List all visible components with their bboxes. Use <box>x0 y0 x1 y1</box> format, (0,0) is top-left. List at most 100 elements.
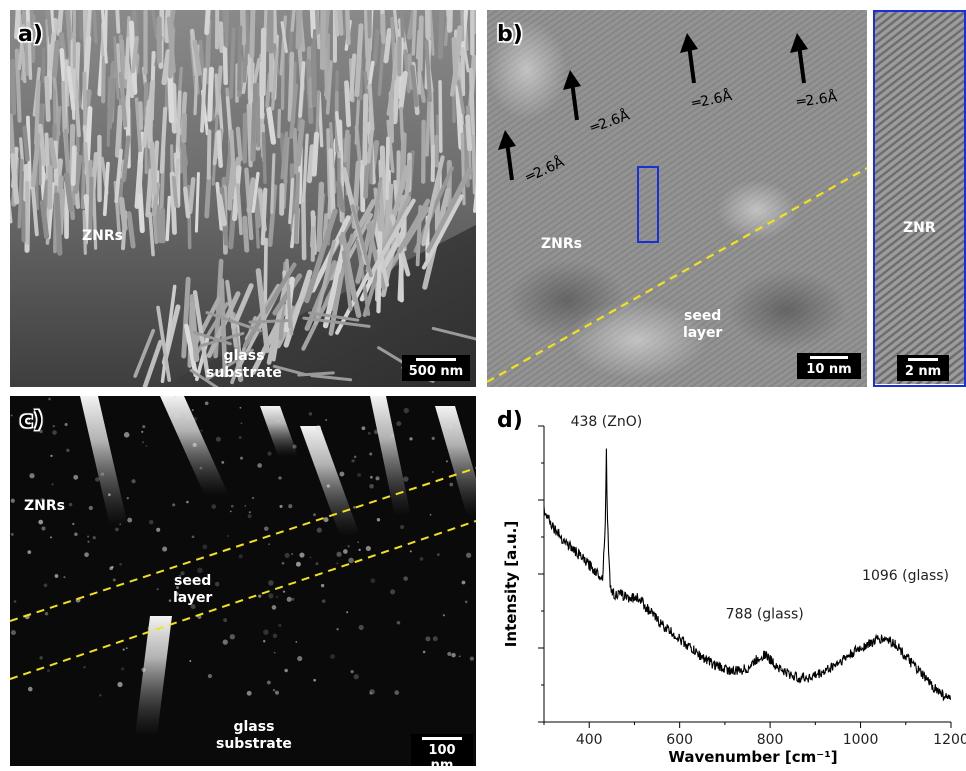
nanorod <box>406 10 417 40</box>
nanorod <box>30 177 39 237</box>
nanorod <box>171 175 179 208</box>
x-tick-label: 1200 <box>933 732 966 748</box>
speck <box>251 496 255 500</box>
nanorod-streak <box>135 616 172 736</box>
znr-label: ZNRs <box>82 228 123 244</box>
nanorod <box>106 77 117 130</box>
hrtem-image <box>487 10 867 387</box>
speck <box>370 578 376 584</box>
speck <box>52 424 55 428</box>
nanorod <box>280 21 288 54</box>
nanorod <box>166 16 176 74</box>
nanorod <box>70 145 77 186</box>
speck <box>156 527 161 532</box>
znr-inset-label: ZNR <box>903 220 936 236</box>
speck <box>168 599 172 602</box>
speck <box>112 578 116 582</box>
nanorod <box>149 141 158 196</box>
speck <box>272 688 276 692</box>
speck <box>403 407 409 414</box>
speck <box>44 612 49 616</box>
speck <box>262 640 266 643</box>
speck <box>445 460 448 463</box>
nanorod <box>376 231 383 314</box>
speck <box>321 599 326 603</box>
znr-label: ZNRs <box>541 236 582 252</box>
speck <box>156 588 159 591</box>
speck <box>247 514 252 519</box>
inset-region-marker <box>637 166 659 243</box>
speck <box>469 656 475 661</box>
nanorod <box>181 276 191 359</box>
nanorod <box>51 40 60 78</box>
nanorod <box>460 10 469 57</box>
nanorod-streak <box>370 396 411 516</box>
nanorod <box>10 196 13 224</box>
speck <box>292 444 297 449</box>
speck <box>83 665 86 669</box>
speck <box>121 667 125 671</box>
speck <box>403 576 408 581</box>
speck <box>394 690 400 695</box>
nanorod <box>421 194 464 270</box>
speck <box>271 605 277 610</box>
speck <box>117 681 123 688</box>
speck <box>29 473 35 479</box>
speck <box>87 540 90 543</box>
nanorod <box>468 67 476 140</box>
nanorod <box>446 10 453 33</box>
speck <box>190 604 196 610</box>
nanorod <box>143 82 149 122</box>
speck <box>464 600 468 604</box>
speck <box>396 621 401 625</box>
nanorod <box>366 198 416 281</box>
nanorod <box>421 155 445 247</box>
nanorod <box>340 231 358 303</box>
nanorod <box>52 88 57 125</box>
arrow-head <box>498 130 516 150</box>
nanorod <box>231 283 254 330</box>
speck <box>239 406 242 409</box>
nanorod <box>30 133 41 188</box>
nanorod <box>472 182 476 213</box>
nanorod <box>170 82 178 134</box>
speck <box>361 426 366 431</box>
fallen-nanorod <box>431 326 476 341</box>
speck <box>358 548 361 552</box>
series-line <box>543 448 952 702</box>
nanorod <box>142 100 151 148</box>
nanorod <box>424 39 432 103</box>
speck <box>257 463 262 468</box>
nanorod <box>335 111 342 147</box>
nanorod <box>367 83 375 131</box>
nanorod <box>270 49 279 111</box>
speck <box>39 656 43 660</box>
nanorod <box>115 10 121 34</box>
speck <box>449 424 452 428</box>
arrow-shaft <box>797 44 806 84</box>
speck <box>240 456 244 460</box>
panel-label: a) <box>18 22 43 47</box>
nanorod <box>10 152 20 205</box>
speck <box>431 436 435 440</box>
speck <box>168 412 173 417</box>
speck <box>119 523 122 526</box>
speck <box>348 557 354 564</box>
nanorod <box>207 66 214 122</box>
nanorod <box>289 83 299 139</box>
nanorod <box>222 45 228 86</box>
nanorod <box>145 168 154 218</box>
speck <box>351 459 355 463</box>
speck <box>173 413 179 419</box>
nanorod <box>391 42 400 81</box>
fallen-nanorod <box>248 319 289 324</box>
nanorod <box>48 137 58 170</box>
speck <box>320 583 325 588</box>
nanorod <box>354 23 364 98</box>
speck <box>295 561 301 567</box>
speck <box>221 461 225 464</box>
nanorod <box>455 25 463 62</box>
nanorod <box>426 167 473 254</box>
speck <box>313 678 316 682</box>
nanorod <box>100 10 108 64</box>
